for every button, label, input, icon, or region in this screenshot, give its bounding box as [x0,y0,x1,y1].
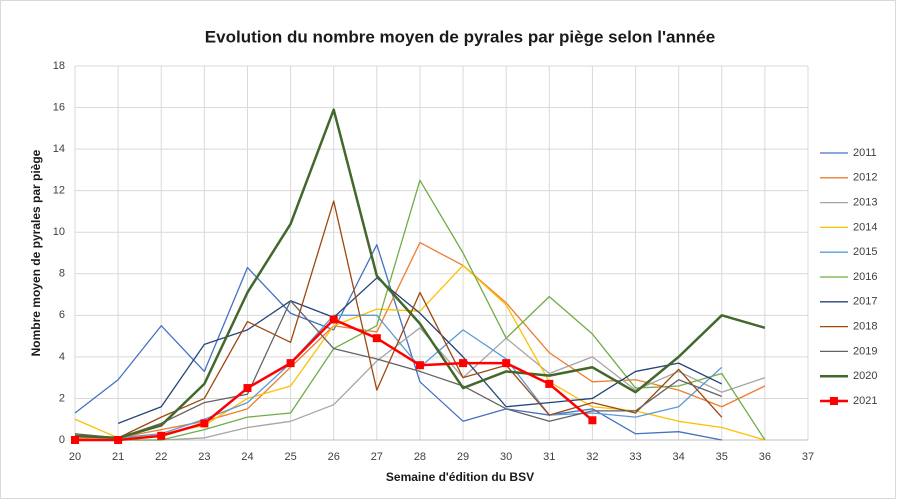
point-marker [415,361,424,370]
y-tick-label: 2 [59,392,65,404]
x-tick-label: 24 [241,451,253,463]
legend-label: 2013 [853,197,877,209]
x-tick-label: 22 [155,451,167,463]
x-tick-label: 26 [328,451,340,463]
x-tick-label: 34 [673,451,685,463]
legend-label: 2017 [853,296,877,308]
legend-label: 2011 [853,147,877,159]
y-tick-label: 16 [53,101,65,113]
legend-label: 2015 [853,246,877,258]
y-tick-label: 10 [53,226,65,238]
y-tick-label: 12 [53,185,65,197]
point-marker [545,379,554,388]
legend-label: 2020 [853,370,877,382]
x-tick-label: 28 [414,451,426,463]
y-tick-label: 0 [59,434,65,446]
point-marker [200,419,209,428]
point-marker [114,436,123,444]
point-marker [243,384,252,393]
y-tick-label: 6 [59,309,65,321]
chart-title: Evolution du nombre moyen de pyrales par… [205,27,715,46]
x-tick-label: 30 [500,451,512,463]
series-line [74,200,723,439]
legend-label: 2021 [853,395,877,407]
legend-label: 2012 [853,172,877,184]
point-marker [157,431,166,440]
x-tick-label: 32 [586,451,598,463]
series-line [117,277,723,424]
legend-label: 2014 [853,221,877,233]
series-line [74,300,722,439]
point-marker [71,436,79,444]
x-tick-label: 20 [69,451,81,463]
y-axis-label: Nombre moyen de pyrales par piège [29,149,43,356]
x-tick-label: 37 [802,451,814,463]
point-marker [502,359,511,368]
x-tick-label: 25 [284,451,296,463]
y-tick-label: 4 [59,351,65,363]
x-tick-label: 29 [457,451,469,463]
x-tick-label: 35 [716,451,728,463]
x-axis-label: Semaine d'édition du BSV [386,470,534,484]
point-marker [329,315,338,324]
series-line [74,108,766,440]
y-tick-label: 14 [53,143,65,155]
x-tick-label: 31 [543,451,555,463]
y-tick-label: 18 [53,60,65,72]
series-line [75,179,766,441]
point-marker [588,416,597,425]
x-tick-label: 21 [112,451,124,463]
legend-label: 2016 [853,271,877,283]
x-tick-label: 23 [198,451,210,463]
x-tick-label: 33 [629,451,641,463]
point-marker [459,359,468,368]
legend-label: 2018 [853,321,877,333]
x-tick-label: 36 [759,451,771,463]
point-marker [372,334,381,343]
y-tick-label: 8 [59,268,65,280]
series-line [74,244,722,441]
point-marker [286,359,295,368]
x-tick-label: 27 [371,451,383,463]
legend-marker [830,397,838,405]
series-line [75,327,766,441]
legend-label: 2019 [853,345,877,357]
